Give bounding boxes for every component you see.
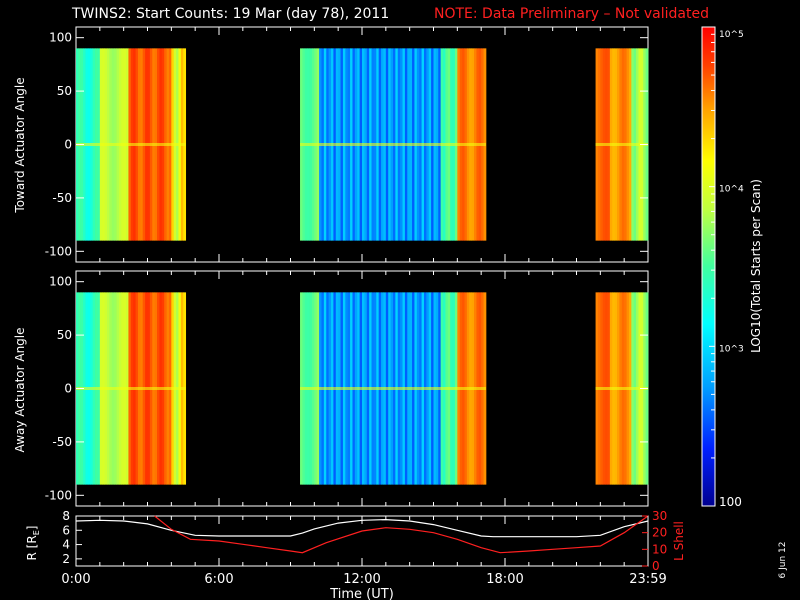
lshell-tick-label: 10 (652, 542, 667, 556)
time-axis-label: Time (UT) (329, 587, 394, 600)
time-tick-label: 0:00 (61, 572, 90, 587)
y-tick-label: -100 (45, 488, 72, 502)
lshell-axis-label: L Shell (672, 521, 686, 561)
lshell-tick-label: 0 (652, 559, 660, 573)
radius-axis-label: R [RE] (25, 526, 41, 561)
generation-date: 6 Jun 12 (778, 542, 788, 579)
y-tick-label: 50 (57, 84, 72, 98)
time-tick-label: 12:00 (343, 572, 380, 587)
time-tick-label: 18:00 (486, 572, 523, 587)
lshell-line (154, 515, 649, 554)
colorbar-tick-label: 10^3 (719, 344, 744, 354)
toward-ylabel: Toward Actuator Angle (13, 77, 27, 213)
toward-panel: 100 50 0 -50 -100 Toward Actuator Angle (13, 26, 649, 263)
away-panel: 100 50 0 -50 -100 Away Actuator Angle (13, 270, 649, 507)
chart-title: TWINS2: Start Counts: 19 Mar (day 78), 2… (71, 6, 389, 22)
y-tick-label: 0 (64, 138, 72, 152)
y-tick-label: 100 (49, 275, 72, 289)
colorbar: 100 10^3 10^4 10^5 LOG10(Total Starts per S… (701, 26, 763, 509)
colorbar-gradient (701, 26, 716, 507)
radius-tick-label: 8 (62, 509, 70, 523)
time-tick-label: 6:00 (204, 572, 233, 587)
colorbar-tick-label: 10^5 (719, 30, 744, 40)
away-y-ticks: 100 50 0 -50 -100 (45, 271, 649, 506)
away-ylabel: Away Actuator Angle (13, 327, 27, 452)
toward-y-ticks: 100 50 0 -50 -100 (45, 27, 649, 262)
colorbar-tick-label: 10^4 (719, 185, 744, 195)
radius-tick-label: 6 (62, 523, 70, 537)
y-tick-label: -100 (45, 244, 72, 258)
colorbar-ticks: 100 10^3 10^4 10^5 (709, 26, 744, 509)
y-tick-label: -50 (52, 435, 72, 449)
time-tick-label: 23:59 (629, 572, 666, 587)
time-axis-ticks: 0:00 6:00 12:00 18:00 23:59 (61, 516, 667, 587)
radius-tick-label: 2 (62, 552, 70, 566)
y-tick-label: 100 (49, 31, 72, 45)
colorbar-label: LOG10(Total Starts per Scan) (749, 179, 763, 353)
radius-tick-label: 4 (62, 538, 70, 552)
away-heatmap (76, 292, 649, 485)
y-tick-label: 0 (64, 382, 72, 396)
y-tick-label: 50 (57, 328, 72, 342)
lshell-tick-label: 30 (652, 509, 667, 523)
lshell-tick-label: 20 (652, 526, 667, 540)
colorbar-tick-label: 100 (719, 495, 742, 509)
y-tick-label: -50 (52, 191, 72, 205)
preliminary-note: NOTE: Data Preliminary – Not validated (434, 6, 709, 22)
